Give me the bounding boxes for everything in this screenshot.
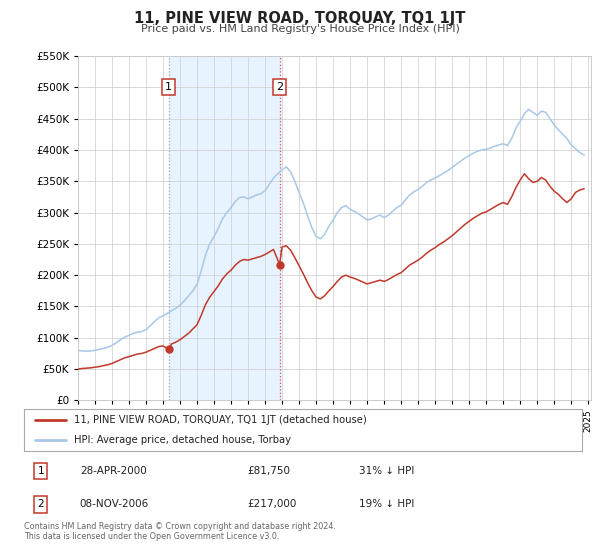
Text: 2: 2 [37,499,44,509]
Text: HPI: Average price, detached house, Torbay: HPI: Average price, detached house, Torb… [74,435,291,445]
Text: £81,750: £81,750 [247,466,290,476]
Text: Contains HM Land Registry data © Crown copyright and database right 2024.
This d: Contains HM Land Registry data © Crown c… [24,522,336,542]
Text: 11, PINE VIEW ROAD, TORQUAY, TQ1 1JT (detached house): 11, PINE VIEW ROAD, TORQUAY, TQ1 1JT (de… [74,415,367,424]
Text: 1: 1 [37,466,44,476]
Text: 1: 1 [165,82,172,92]
Bar [169,56,280,400]
Text: 19% ↓ HPI: 19% ↓ HPI [359,499,414,509]
Text: £217,000: £217,000 [247,499,296,509]
Text: 08-NOV-2006: 08-NOV-2006 [80,499,149,509]
Text: 31% ↓ HPI: 31% ↓ HPI [359,466,414,476]
Text: 28-APR-2000: 28-APR-2000 [80,466,146,476]
Text: 11, PINE VIEW ROAD, TORQUAY, TQ1 1JT: 11, PINE VIEW ROAD, TORQUAY, TQ1 1JT [134,11,466,26]
Text: 2: 2 [276,82,283,92]
Text: Price paid vs. HM Land Registry's House Price Index (HPI): Price paid vs. HM Land Registry's House … [140,24,460,34]
